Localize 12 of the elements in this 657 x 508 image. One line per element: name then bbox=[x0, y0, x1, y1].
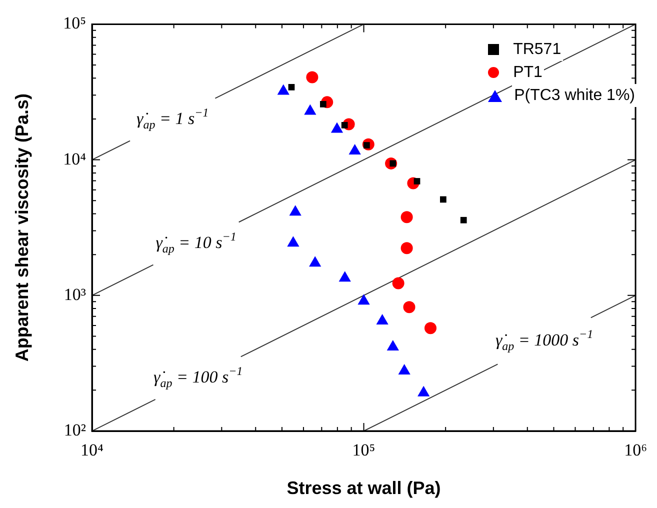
x-tick-label: 10⁴ bbox=[80, 440, 104, 460]
legend-label: TR571 bbox=[511, 38, 564, 61]
x-tick-label: 10⁵ bbox=[352, 440, 376, 460]
y-axis-title: Apparent shear viscosity (Pa.s) bbox=[12, 94, 32, 362]
legend-label: P(TC3 white 1%) bbox=[512, 84, 637, 107]
y-tick-label: 10³ bbox=[64, 284, 86, 304]
y-tick-label: 10² bbox=[64, 420, 86, 440]
x-axis-title: Stress at wall (Pa) bbox=[286, 478, 441, 498]
y-tick-label: 10⁴ bbox=[63, 149, 86, 168]
legend-label: PT1 bbox=[511, 61, 544, 84]
y-tick-label: 10⁵ bbox=[63, 14, 86, 33]
x-tick-label: 10⁶ bbox=[624, 440, 648, 460]
